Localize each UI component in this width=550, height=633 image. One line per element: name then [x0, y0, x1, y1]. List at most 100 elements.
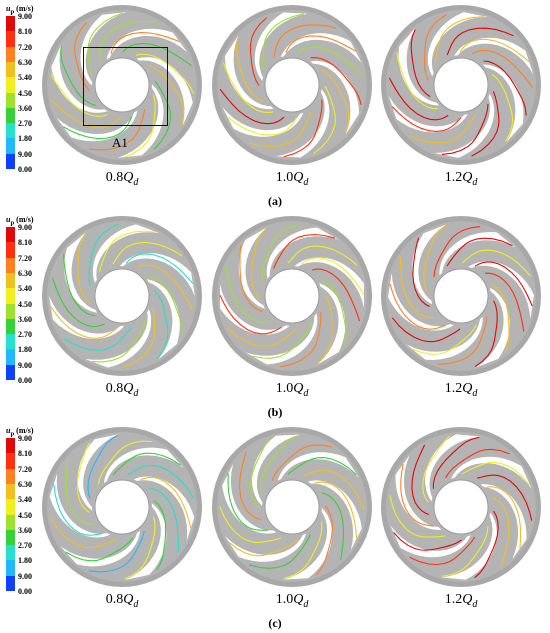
streamline — [476, 474, 533, 521]
streamline — [471, 91, 500, 157]
flow-passage — [441, 512, 497, 580]
impeller-streamline-plot — [42, 216, 202, 376]
colorbar-segment — [6, 107, 15, 124]
streamline — [99, 20, 157, 61]
legend-colorbar — [6, 227, 15, 381]
colorbar-segment — [6, 318, 15, 335]
legend-tick-label: 4.50 — [18, 299, 32, 309]
legend-tick-label: 5.40 — [18, 495, 32, 505]
streamline — [229, 539, 299, 557]
flow-passage — [451, 456, 532, 489]
legend-tick-label: 2.70 — [18, 330, 32, 340]
streamline — [51, 100, 120, 128]
legend-title: up (m/s) — [6, 215, 34, 227]
streamline — [110, 32, 180, 55]
flow-passage — [49, 295, 125, 339]
flow-passage — [125, 503, 167, 580]
legend-tick-label: 7.20 — [18, 464, 32, 474]
streamline — [260, 434, 300, 494]
flow-passage — [276, 89, 330, 158]
flow-passage — [222, 107, 304, 137]
streamline — [409, 114, 476, 144]
flow-passage — [85, 309, 152, 368]
legend-tick-label: 6.30 — [18, 479, 32, 489]
streamline — [51, 277, 105, 328]
streamline — [446, 237, 513, 267]
streamline — [399, 257, 436, 319]
flow-passage — [388, 95, 468, 133]
streamline — [88, 108, 146, 151]
streamline — [222, 62, 273, 114]
streamline — [147, 275, 183, 337]
streamline — [459, 38, 530, 63]
streamline — [225, 266, 271, 323]
legend-colorbar — [6, 16, 15, 170]
streamline — [154, 500, 167, 571]
legend-tick-label: 2.70 — [18, 119, 32, 129]
hub-inlet — [95, 269, 149, 323]
streamline — [112, 452, 181, 476]
streamline — [248, 534, 311, 569]
flow-passage — [254, 12, 308, 81]
hub-inlet-edge — [264, 57, 320, 113]
legend-tick-label: 0.00 — [18, 376, 32, 385]
flow-passage — [117, 84, 164, 158]
flow-passage — [280, 33, 362, 63]
streamline — [239, 451, 262, 521]
streamline — [287, 245, 358, 266]
streamline — [219, 295, 282, 335]
legend-tick-label: 8.10 — [18, 449, 32, 459]
flow-passage — [390, 525, 471, 558]
impeller-streamline-plot — [212, 216, 372, 376]
flow-passage — [245, 313, 318, 365]
streamline — [474, 261, 533, 307]
legend-tick-label: 8.10 — [18, 27, 32, 37]
streamline — [410, 29, 431, 98]
legend-tick-label: 9.00 — [18, 223, 32, 232]
flow-passage — [251, 434, 301, 506]
flow-passage — [412, 224, 447, 305]
legend-tick-label: 7.20 — [18, 42, 32, 52]
streamline — [396, 52, 438, 110]
streamline — [316, 505, 333, 576]
streamline — [135, 53, 195, 95]
flow-passage — [92, 224, 159, 283]
legend-tick-label: 5.40 — [18, 73, 32, 83]
hub-inlet-edge — [94, 268, 150, 324]
streamline — [271, 444, 332, 481]
condition-label: 0.8Qd — [105, 592, 139, 610]
colorbar-segment — [6, 46, 15, 63]
legend-tick-label: 4.50 — [18, 88, 32, 98]
flow-passage — [133, 476, 195, 541]
condition-label: 1.2Qd — [444, 170, 478, 188]
streamline — [121, 307, 156, 369]
legend-title: up (m/s) — [6, 426, 34, 438]
streamline — [88, 531, 145, 573]
colorbar-segment — [6, 303, 15, 320]
legend-tick-label: 4.50 — [18, 510, 32, 520]
flow-passage — [475, 287, 510, 368]
legend-tick-label: 9.00 — [18, 12, 32, 21]
streamline — [239, 245, 263, 312]
streamline — [487, 486, 522, 549]
hub-inlet-edge — [433, 268, 489, 324]
streamline — [400, 463, 435, 527]
streamline — [389, 495, 446, 538]
condition-label: 1.0Qd — [275, 170, 309, 188]
streamline — [219, 88, 285, 125]
panel-c: up (m/s) 9.00 8.10 7.20 6.30 5.40 4.50 3.60 2.7… — [0, 422, 550, 633]
streamline — [303, 469, 365, 510]
streamline — [112, 241, 182, 265]
streamline — [273, 24, 337, 58]
colorbar-segment — [6, 138, 15, 155]
flow-passage — [307, 480, 362, 551]
legend-tick-label: 7.20 — [18, 253, 32, 263]
streamline — [74, 22, 90, 92]
flow-passage — [425, 434, 481, 502]
streamline — [154, 289, 169, 360]
colorbar-segment — [6, 61, 15, 78]
impeller-streamline-plot — [42, 427, 202, 587]
streamline — [227, 327, 297, 347]
flow-passage — [439, 232, 516, 276]
panel-b: up (m/s) 9.00 8.10 7.20 6.30 5.40 4.50 3.60 2.7… — [0, 211, 550, 422]
